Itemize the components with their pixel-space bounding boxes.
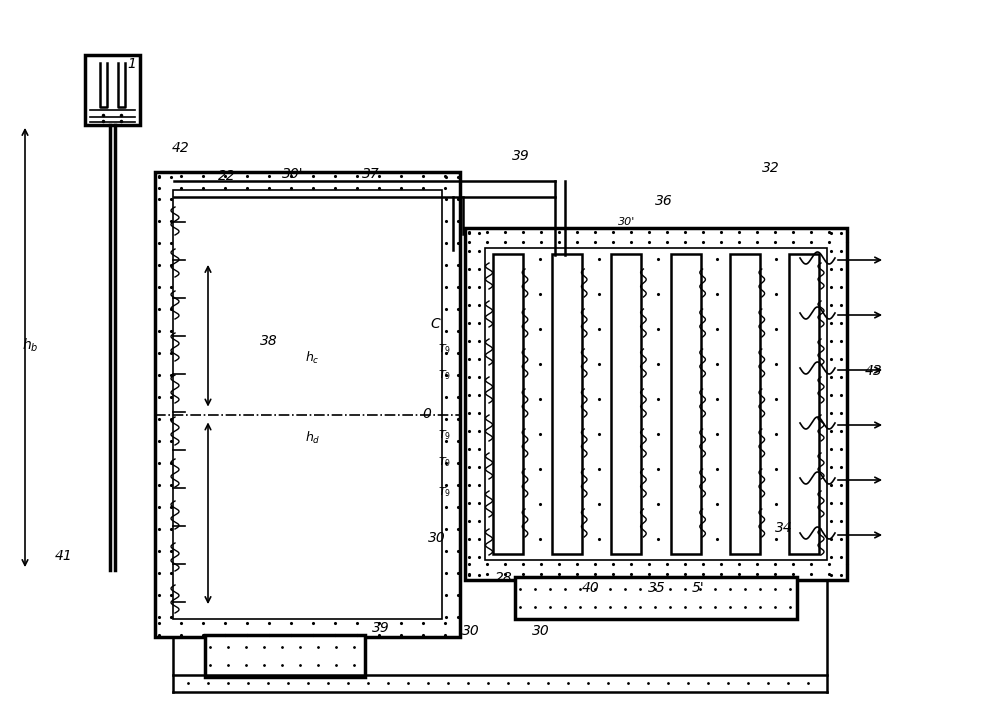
Text: $T_9$: $T_9$ <box>438 368 451 382</box>
Text: 41: 41 <box>55 549 72 563</box>
Text: 30: 30 <box>462 624 480 638</box>
Text: $h_c$: $h_c$ <box>305 350 319 366</box>
Text: $T_9$: $T_9$ <box>438 485 451 499</box>
Text: $h_d$: $h_d$ <box>305 430 320 446</box>
Text: C: C <box>430 317 439 331</box>
Polygon shape <box>730 254 760 554</box>
Polygon shape <box>671 254 700 554</box>
Text: 36: 36 <box>655 194 673 208</box>
Text: 37: 37 <box>362 167 380 181</box>
Text: 43: 43 <box>865 364 883 378</box>
Text: 42: 42 <box>172 141 189 155</box>
Text: 30: 30 <box>532 624 550 638</box>
Text: 39: 39 <box>512 149 530 163</box>
Text: 5': 5' <box>692 581 704 595</box>
Text: 30': 30' <box>282 167 304 181</box>
Text: 28: 28 <box>495 571 513 585</box>
Text: 35: 35 <box>648 581 666 595</box>
Text: 34: 34 <box>775 521 793 535</box>
Text: 40: 40 <box>582 581 600 595</box>
Polygon shape <box>789 254 819 554</box>
Polygon shape <box>611 254 642 554</box>
Polygon shape <box>205 635 365 677</box>
Text: $T_9$: $T_9$ <box>438 428 451 442</box>
Polygon shape <box>553 254 582 554</box>
Polygon shape <box>493 254 523 554</box>
Text: $T_9$: $T_9$ <box>438 455 451 469</box>
Text: 1: 1 <box>127 57 136 71</box>
Text: 0: 0 <box>422 407 431 421</box>
Text: 39: 39 <box>372 621 390 635</box>
Text: 22: 22 <box>218 169 236 183</box>
Text: 30: 30 <box>428 531 445 545</box>
Polygon shape <box>515 577 797 619</box>
Text: $T_9$: $T_9$ <box>438 342 451 356</box>
Text: 30': 30' <box>618 217 635 227</box>
Text: 38: 38 <box>260 334 278 348</box>
Text: 32: 32 <box>762 161 780 175</box>
Text: $h_b$: $h_b$ <box>22 337 39 354</box>
